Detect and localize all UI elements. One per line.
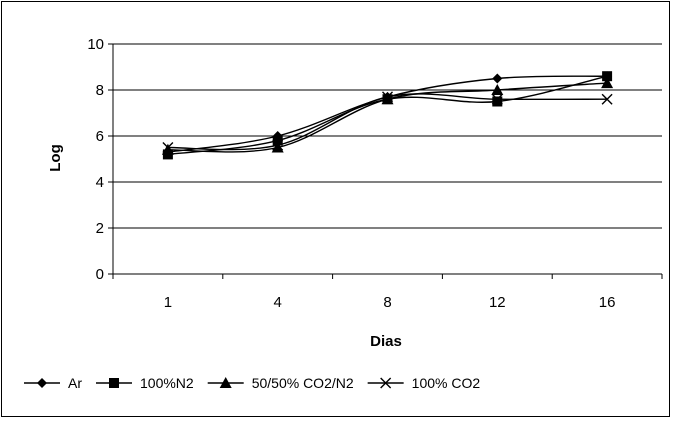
x-axis-title: Dias <box>370 333 402 350</box>
axis-labels: Log Dias <box>47 144 402 350</box>
y-tick-label: 10 <box>87 36 104 53</box>
legend-marker <box>380 377 392 389</box>
legend-item-2: 50/50% CO2/N2 <box>207 375 354 391</box>
data-point <box>601 77 614 89</box>
legend-marker <box>219 377 232 388</box>
data-point <box>601 93 613 105</box>
data-point <box>271 141 284 153</box>
data-point <box>602 71 613 82</box>
data-point <box>162 142 174 153</box>
data-point <box>272 135 283 146</box>
data-point <box>161 143 174 155</box>
series-0 <box>162 71 613 158</box>
series-1 <box>162 71 613 160</box>
legend-label: Ar <box>68 375 82 391</box>
data-point <box>381 93 394 105</box>
series-group <box>161 71 614 160</box>
y-tick-label: 2 <box>96 220 104 237</box>
legend-item-3: 100% CO2 <box>367 375 481 391</box>
series-2 <box>161 77 614 155</box>
data-point <box>491 93 503 105</box>
data-point <box>382 91 393 103</box>
chart-frame: 0 2 4 6 8 10 1 4 8 12 16 Log Dias Ar 100%N2 50/50% C… <box>1 1 670 417</box>
y-tick-label: 0 <box>96 266 104 283</box>
x-tick-label: 16 <box>599 294 616 311</box>
data-point <box>492 73 503 84</box>
line-chart: 0 2 4 6 8 10 1 4 8 12 16 Log Dias Ar 100%N2 50/50% C… <box>24 36 663 391</box>
data-point <box>492 96 503 107</box>
y-tick-label: 4 <box>96 174 104 191</box>
series-3 <box>162 91 613 153</box>
legend-label: 50/50% CO2/N2 <box>252 375 354 391</box>
x-tick-label: 8 <box>383 294 391 311</box>
data-point <box>491 84 504 95</box>
y-axis-title: Log <box>47 144 64 172</box>
legend-item-1: 100%N2 <box>96 375 194 391</box>
x-tick-label: 4 <box>274 294 282 311</box>
legend-item-0: Ar <box>24 375 82 391</box>
x-tick-label: 1 <box>164 294 172 311</box>
data-point <box>272 139 284 151</box>
axes: 0 2 4 6 8 10 1 4 8 12 16 <box>87 36 663 311</box>
legend-marker <box>37 378 47 388</box>
legend-marker <box>109 378 119 388</box>
x-tick-label: 12 <box>489 294 506 311</box>
y-tick-label: 6 <box>96 128 104 145</box>
y-tick-label: 8 <box>96 82 104 99</box>
series-line <box>167 75 608 156</box>
legend: Ar 100%N2 50/50% CO2/N2 100% CO2 <box>24 375 480 391</box>
legend-label: 100%N2 <box>140 375 194 391</box>
legend-label: 100% CO2 <box>412 375 481 391</box>
gridlines <box>113 43 662 229</box>
